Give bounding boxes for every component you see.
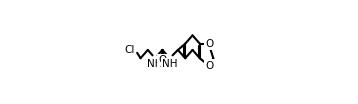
Text: NH: NH	[147, 59, 163, 69]
Text: O: O	[205, 39, 213, 49]
Text: O: O	[205, 61, 213, 71]
Text: Cl: Cl	[125, 45, 135, 55]
Text: NH: NH	[162, 59, 178, 69]
Text: O: O	[158, 55, 166, 65]
